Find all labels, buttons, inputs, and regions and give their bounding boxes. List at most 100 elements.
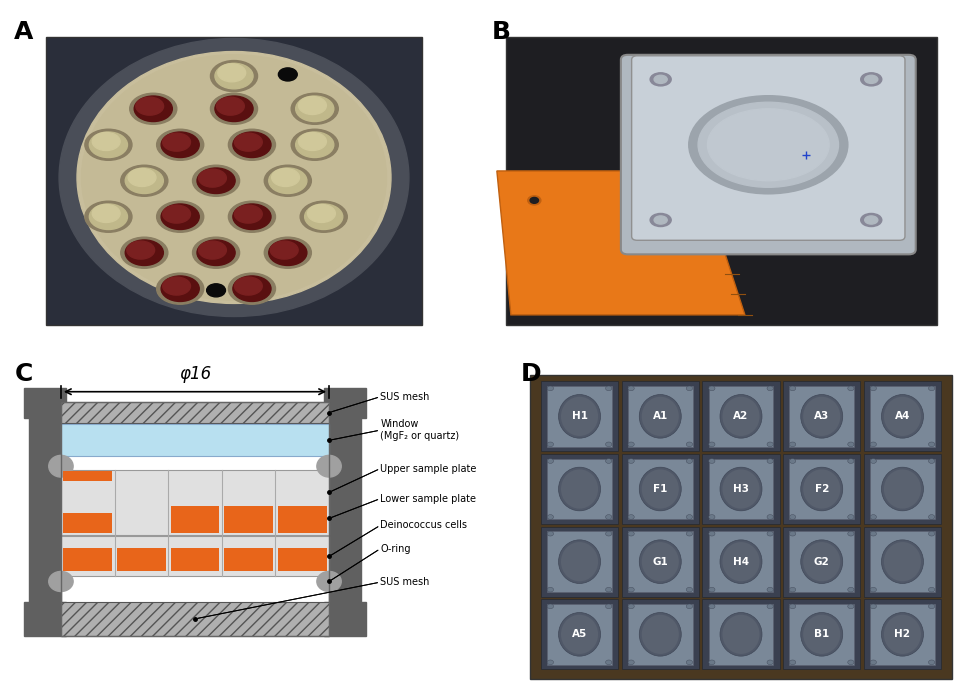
Ellipse shape: [767, 459, 773, 464]
Ellipse shape: [628, 442, 635, 447]
Ellipse shape: [790, 386, 796, 390]
Ellipse shape: [640, 612, 682, 656]
Ellipse shape: [654, 216, 667, 224]
Ellipse shape: [847, 386, 854, 390]
Ellipse shape: [233, 276, 271, 301]
Ellipse shape: [881, 467, 923, 511]
Ellipse shape: [709, 531, 715, 536]
Ellipse shape: [870, 587, 877, 592]
Bar: [117, 548, 166, 571]
Ellipse shape: [650, 73, 671, 86]
Bar: [702, 381, 780, 451]
Bar: [870, 531, 935, 592]
Ellipse shape: [790, 442, 796, 447]
Ellipse shape: [90, 204, 128, 230]
Bar: [870, 459, 935, 519]
Bar: [709, 459, 773, 519]
Ellipse shape: [654, 75, 667, 84]
Ellipse shape: [722, 542, 760, 581]
Ellipse shape: [127, 241, 155, 259]
Ellipse shape: [605, 587, 612, 592]
Ellipse shape: [125, 240, 164, 265]
Bar: [864, 454, 941, 524]
Ellipse shape: [547, 514, 554, 519]
Ellipse shape: [642, 469, 679, 509]
Bar: [541, 599, 618, 670]
Ellipse shape: [800, 540, 842, 583]
Ellipse shape: [640, 540, 682, 583]
Ellipse shape: [264, 165, 311, 196]
Ellipse shape: [686, 459, 692, 464]
Bar: [506, 37, 937, 324]
Ellipse shape: [928, 604, 935, 609]
Ellipse shape: [870, 442, 877, 447]
Ellipse shape: [130, 93, 176, 125]
Text: A1: A1: [652, 411, 668, 421]
Ellipse shape: [605, 660, 612, 665]
Ellipse shape: [233, 204, 271, 230]
Ellipse shape: [269, 168, 307, 193]
Ellipse shape: [847, 531, 854, 536]
Bar: [547, 604, 612, 665]
Bar: [783, 381, 860, 451]
Text: H2: H2: [894, 629, 911, 640]
Ellipse shape: [928, 531, 935, 536]
Ellipse shape: [547, 442, 554, 447]
Ellipse shape: [121, 237, 168, 268]
Bar: [709, 531, 773, 592]
Ellipse shape: [709, 514, 715, 519]
Bar: [709, 386, 773, 447]
Ellipse shape: [928, 386, 935, 390]
Ellipse shape: [865, 216, 878, 224]
Ellipse shape: [803, 542, 840, 581]
Ellipse shape: [686, 386, 692, 390]
Ellipse shape: [530, 198, 538, 203]
Bar: [63, 513, 112, 533]
Ellipse shape: [270, 241, 298, 259]
FancyBboxPatch shape: [621, 55, 916, 254]
Text: A2: A2: [733, 411, 749, 421]
Ellipse shape: [49, 455, 73, 477]
Bar: [702, 454, 780, 524]
Ellipse shape: [157, 129, 204, 160]
Ellipse shape: [870, 386, 877, 390]
Ellipse shape: [709, 587, 715, 592]
Ellipse shape: [163, 133, 190, 151]
Ellipse shape: [720, 540, 762, 583]
Bar: [702, 527, 780, 596]
Text: A3: A3: [814, 411, 830, 421]
Ellipse shape: [605, 442, 612, 447]
Ellipse shape: [192, 237, 240, 268]
Ellipse shape: [884, 397, 921, 436]
Ellipse shape: [561, 542, 598, 581]
Text: B1: B1: [814, 629, 830, 640]
Text: C: C: [15, 362, 33, 386]
Text: D: D: [522, 362, 542, 386]
Ellipse shape: [300, 201, 347, 232]
Bar: [547, 531, 612, 592]
Ellipse shape: [211, 61, 257, 92]
Ellipse shape: [861, 214, 881, 227]
Ellipse shape: [279, 68, 297, 81]
Ellipse shape: [307, 205, 335, 223]
Bar: [24, 602, 66, 635]
Ellipse shape: [547, 587, 554, 592]
Ellipse shape: [527, 196, 541, 205]
Text: A: A: [15, 20, 33, 45]
Ellipse shape: [228, 201, 276, 232]
Bar: [61, 402, 330, 635]
Ellipse shape: [790, 531, 796, 536]
Ellipse shape: [767, 587, 773, 592]
Ellipse shape: [640, 467, 682, 511]
Ellipse shape: [881, 612, 923, 656]
Ellipse shape: [547, 386, 554, 390]
Ellipse shape: [605, 514, 612, 519]
Ellipse shape: [800, 395, 842, 438]
Ellipse shape: [709, 442, 715, 447]
Text: H3: H3: [733, 484, 749, 494]
Bar: [622, 381, 699, 451]
Bar: [278, 506, 327, 533]
Ellipse shape: [217, 64, 246, 82]
Ellipse shape: [605, 531, 612, 536]
Ellipse shape: [59, 38, 409, 317]
